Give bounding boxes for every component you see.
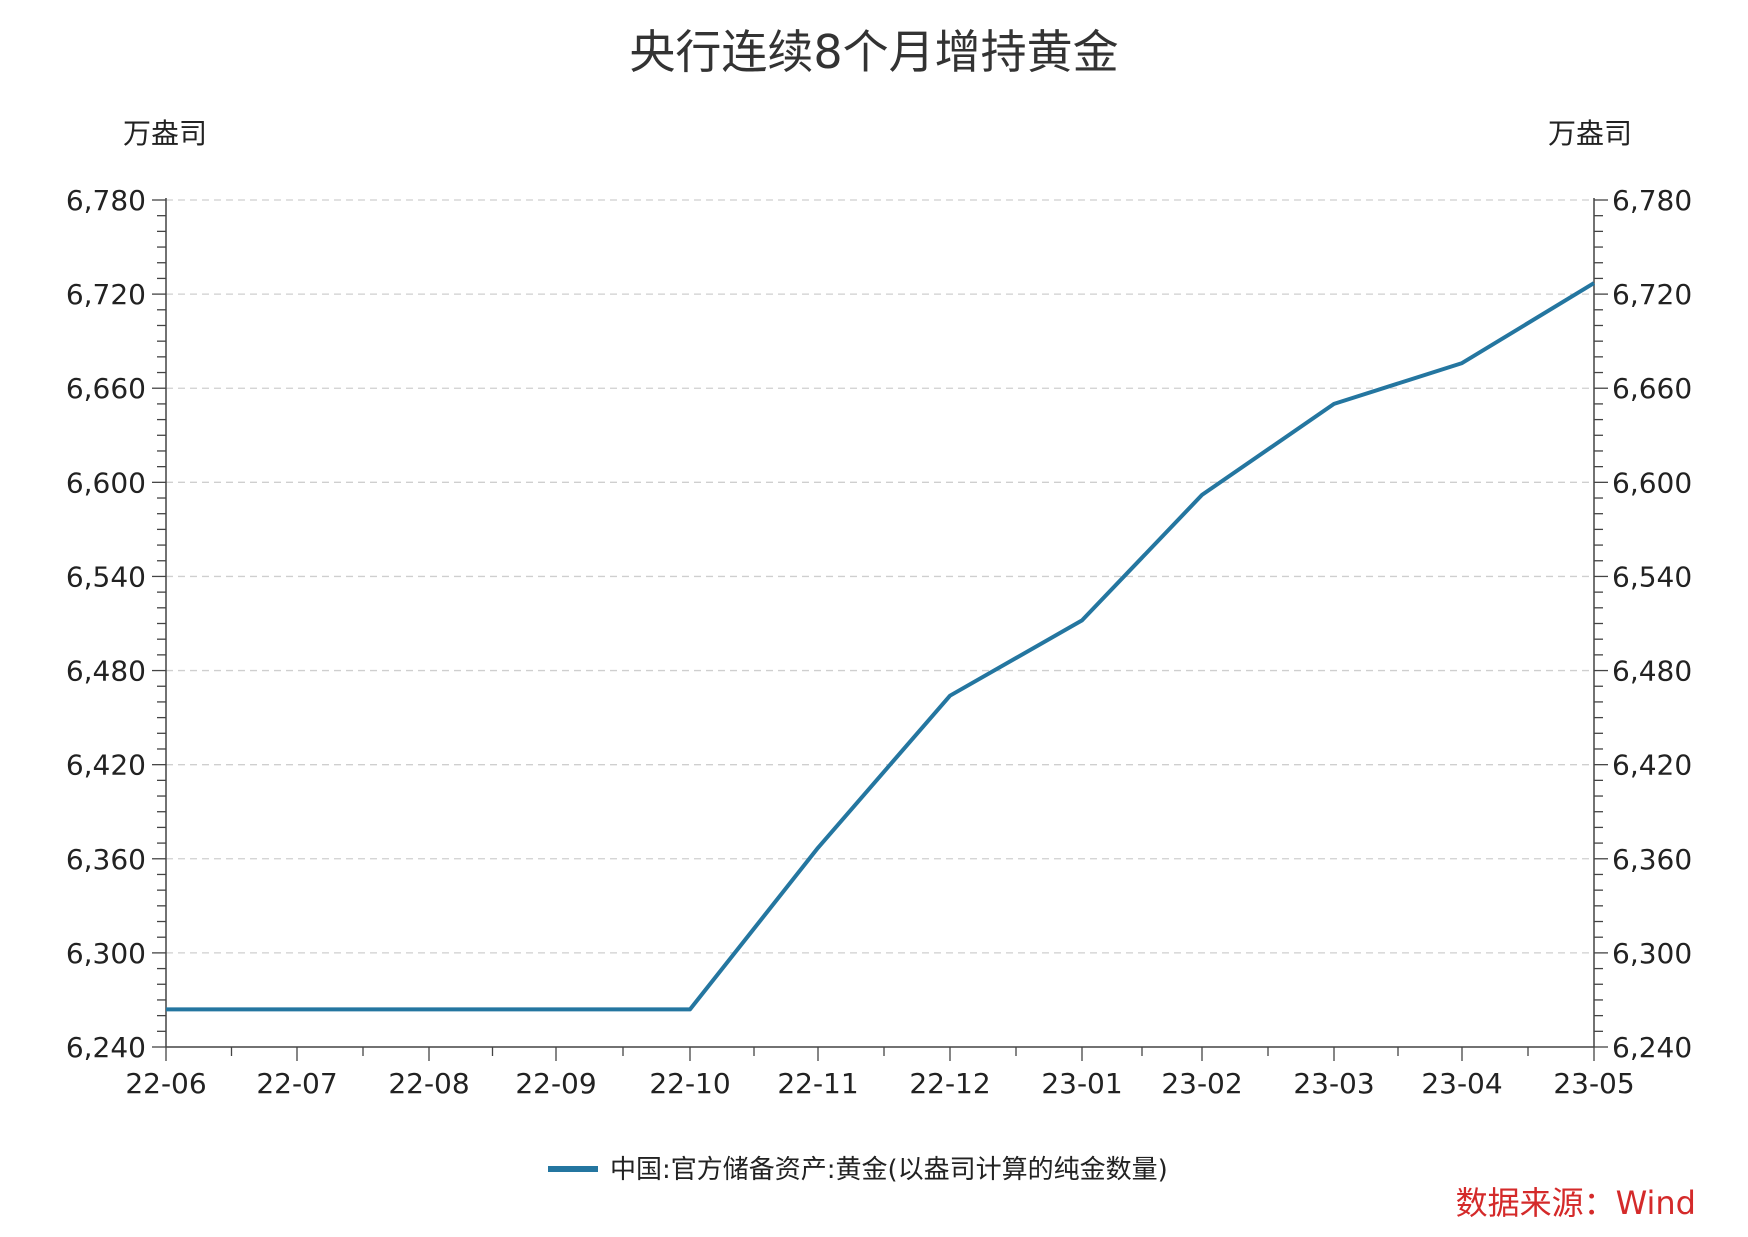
y-axis-right: 6,240 6,300 6,360 6,420 6,480 6,540 6,600 6,660…: [1594, 184, 1692, 1064]
x-tick-label: 22-12: [909, 1067, 990, 1100]
x-tick-label: 22-07: [256, 1067, 337, 1100]
data-source: 数据来源：Wind: [1456, 1184, 1696, 1222]
x-tick-label: 22-06: [125, 1067, 206, 1100]
x-tick-label: 23-05: [1553, 1067, 1634, 1100]
y-axis-left: 6,240 6,300 6,360 6,420 6,480 6,540 6,600 6,660…: [66, 184, 166, 1064]
y-tick-label-left: 6,720: [66, 278, 146, 311]
y-tick-label-right: 6,300: [1612, 937, 1692, 970]
axes: [165, 198, 1595, 1048]
x-tick-label: 23-02: [1161, 1067, 1242, 1100]
y-tick-label-right: 6,420: [1612, 749, 1692, 782]
x-tick-label: 23-04: [1421, 1067, 1502, 1100]
grid-lines: [166, 199, 1594, 954]
y-tick-label-right: 6,360: [1612, 843, 1692, 876]
y-axis-unit-left: 万盎司: [123, 117, 207, 150]
y-tick-label-right: 6,780: [1612, 184, 1692, 217]
y-tick-label-left: 6,300: [66, 937, 146, 970]
y-tick-label-left: 6,600: [66, 466, 146, 499]
y-tick-label-right: 6,540: [1612, 560, 1692, 593]
x-tick-label: 22-11: [777, 1067, 858, 1100]
y-tick-label-left: 6,480: [66, 655, 146, 688]
x-tick-label: 22-08: [388, 1067, 469, 1100]
y-tick-label-right: 6,480: [1612, 655, 1692, 688]
y-tick-label-right: 6,600: [1612, 466, 1692, 499]
y-tick-label-right: 6,720: [1612, 278, 1692, 311]
legend-label: 中国:官方储备资产:黄金(以盎司计算的纯金数量): [610, 1155, 1168, 1185]
series-line: [166, 281, 1596, 1012]
y-tick-label-right: 6,660: [1612, 372, 1692, 405]
y-tick-label-left: 6,660: [66, 372, 146, 405]
x-tick-label: 22-10: [649, 1067, 730, 1100]
y-tick-label-left: 6,240: [66, 1031, 146, 1064]
y-tick-label-left: 6,420: [66, 749, 146, 782]
y-tick-label-left: 6,780: [66, 184, 146, 217]
chart-title: 央行连续8个月增持黄金: [629, 25, 1118, 79]
y-axis-unit-right: 万盎司: [1548, 117, 1632, 150]
y-tick-label-left: 6,540: [66, 560, 146, 593]
y-tick-label-left: 6,360: [66, 843, 146, 876]
x-tick-label: 22-09: [515, 1067, 596, 1100]
legend: 中国:官方储备资产:黄金(以盎司计算的纯金数量): [548, 1155, 1168, 1185]
y-tick-label-right: 6,240: [1612, 1031, 1692, 1064]
series-group: [166, 281, 1596, 1012]
x-tick-label: 23-01: [1041, 1067, 1122, 1100]
x-tick-label: 23-03: [1293, 1067, 1374, 1100]
x-axis: 22-06 22-07 22-08 22-09 22-10 22-11 22-12 23-01…: [125, 1047, 1635, 1100]
